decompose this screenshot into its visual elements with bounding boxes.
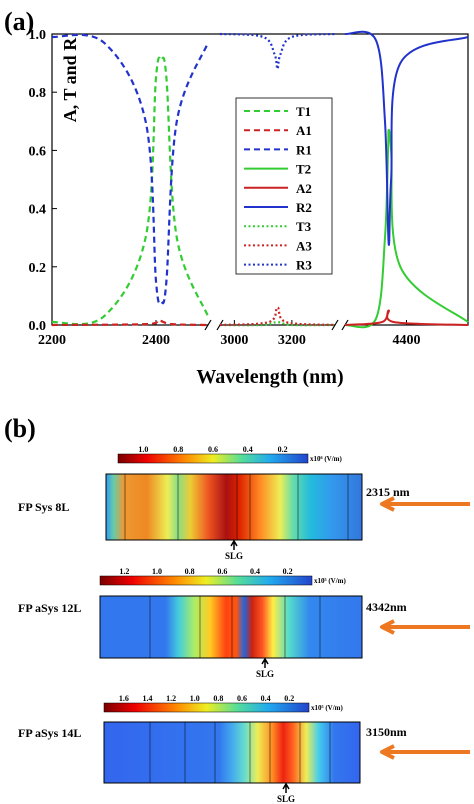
y-axis-label: A, T and R — [60, 37, 80, 122]
scale-tick-label: 0.6 — [208, 445, 218, 454]
x-tick-label: 2400 — [142, 333, 170, 348]
incident-light-arrow — [380, 496, 470, 512]
field-map-image — [105, 473, 363, 541]
scale-unit: x10⁵ (V/m) — [314, 577, 347, 585]
slg-arrow — [282, 782, 290, 793]
legend-box — [235, 97, 333, 275]
structure-label: FP aSys 14L — [18, 726, 81, 740]
field-map-3: 1.6 1.4 1.2 1.0 0.8 0.6 0.4 0.2 x10⁵ (V/m) SLG FP … — [18, 694, 470, 804]
structure-label: FP Sys 8L — [18, 500, 69, 514]
scale-tick-label: 1.2 — [166, 694, 176, 703]
x-axis-label: Wavelength (nm) — [196, 366, 343, 388]
scale-tick-label: 0.2 — [278, 445, 288, 454]
legend-label: T1 — [296, 104, 311, 119]
scale-tick-label: 1.6 — [119, 694, 129, 703]
y-tick-label: 0.6 — [29, 144, 47, 159]
legend-label: T2 — [296, 162, 311, 177]
scale-tick-label: 0.6 — [237, 694, 247, 703]
legend-label: A3 — [296, 238, 312, 253]
scale-tick-label: 0.8 — [213, 694, 223, 703]
legend-label: T3 — [296, 219, 312, 234]
slg-label: SLG — [256, 669, 274, 679]
color-scale-bar — [117, 453, 309, 464]
scale-tick-label: 0.2 — [284, 694, 294, 703]
field-map-image — [99, 595, 363, 659]
y-tick-label: 1.0 — [29, 28, 47, 43]
y-tick-label: 0.2 — [29, 261, 47, 276]
plot-frame — [51, 33, 469, 326]
scale-tick-label: 0.4 — [250, 567, 260, 576]
x-tick-label: 4400 — [393, 333, 421, 348]
series-line-t1 — [51, 56, 210, 326]
incident-light-arrow — [380, 744, 470, 760]
axis-break-gap — [335, 319, 345, 331]
scale-tick-label: 0.4 — [261, 694, 271, 703]
wavelength-label: 4342nm — [366, 600, 407, 614]
legend-label: R3 — [296, 258, 312, 273]
scale-tick-label: 1.2 — [119, 567, 129, 576]
scale-unit: x10⁶ (V/m) — [310, 455, 343, 463]
structure-label: FP aSys 12L — [18, 601, 81, 615]
series-line-r2 — [344, 30, 469, 246]
scale-tick-label: 1.4 — [142, 694, 152, 703]
y-tick-label: 0.8 — [29, 86, 47, 101]
wavelength-label: 3150nm — [366, 725, 407, 739]
y-tick-label: 0.0 — [29, 319, 47, 334]
legend-label: A1 — [296, 123, 312, 138]
scale-tick-label: 1.0 — [152, 567, 162, 576]
legend-label: R2 — [296, 200, 312, 215]
wavelength-label: 2315 nm — [366, 485, 410, 499]
axis-break-gap — [208, 319, 220, 331]
field-map-1: 1.0 0.8 0.6 0.4 0.2 x10⁶ (V/m) SLG FP Sys 8L 231… — [18, 445, 470, 561]
scale-tick-label: 0.6 — [217, 567, 227, 576]
color-scale-bar — [103, 702, 310, 713]
legend-label: A2 — [296, 181, 312, 196]
scale-tick-label: 1.0 — [138, 445, 148, 454]
field-maps: 1.0 0.8 0.6 0.4 0.2 x10⁶ (V/m) SLG FP Sys 8L 231… — [18, 445, 470, 804]
scale-tick-label: 0.8 — [173, 445, 183, 454]
scale-tick-label: 0.2 — [283, 567, 293, 576]
series-line-a1 — [51, 319, 209, 327]
scale-tick-label: 1.0 — [190, 694, 200, 703]
scale-unit: x10⁵ (V/m) — [311, 704, 344, 712]
slg-label: SLG — [277, 794, 295, 804]
scale-tick-label: 0.4 — [243, 445, 253, 454]
incident-light-arrow — [380, 619, 470, 635]
series-line-a2 — [344, 309, 469, 326]
y-tick-label: 0.4 — [29, 203, 47, 218]
x-tick-label: 3000 — [220, 333, 248, 348]
series-line-t2 — [344, 128, 469, 329]
legend-label: R1 — [296, 142, 312, 157]
legend: T1 A1 R1 T2 A2 R2 T3 A3 R3 — [235, 97, 333, 275]
slg-arrow — [261, 657, 269, 668]
x-tick-label: 3200 — [278, 333, 306, 348]
field-map-image — [103, 721, 361, 784]
field-map-2: 1.2 1.0 0.8 0.6 0.4 0.2 x10⁵ (V/m) SLG FP aSys 1… — [18, 567, 470, 679]
series-line-r1 — [51, 33, 210, 305]
scale-tick-label: 0.8 — [185, 567, 195, 576]
slg-label: SLG — [225, 551, 243, 561]
plot-a: 0.0 0.2 0.4 0.6 0.8 1.0 2200 2400 3000 3200 4400 T1… — [29, 28, 469, 348]
series-line-a3 — [219, 306, 336, 327]
color-scale-bar — [99, 575, 313, 586]
series-line-r3 — [219, 32, 336, 71]
panel-b-label: (b) — [4, 414, 36, 443]
panel-a-label: (a) — [4, 7, 34, 36]
slg-arrow — [230, 539, 238, 550]
x-tick-label: 2200 — [38, 333, 66, 348]
